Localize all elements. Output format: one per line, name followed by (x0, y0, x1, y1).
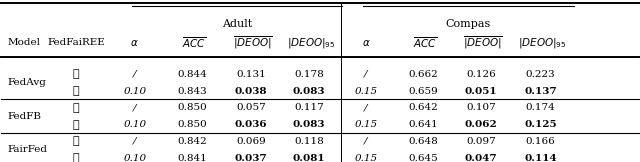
Text: FedFaiREE: FedFaiREE (47, 38, 105, 47)
Text: 0.107: 0.107 (466, 103, 496, 112)
Text: 0.659: 0.659 (408, 87, 438, 96)
Text: 0.641: 0.641 (408, 120, 438, 129)
Text: 0.15: 0.15 (355, 120, 378, 129)
Text: $\overline{ACC}$: $\overline{ACC}$ (413, 35, 437, 50)
Text: FedAvg: FedAvg (7, 78, 46, 87)
Text: Model: Model (7, 38, 40, 47)
Text: $\alpha$: $\alpha$ (362, 38, 371, 48)
Text: 0.126: 0.126 (466, 70, 496, 79)
Text: Compas: Compas (445, 19, 491, 29)
Text: 0.057: 0.057 (236, 103, 266, 112)
Text: 0.036: 0.036 (235, 120, 268, 129)
Text: 0.117: 0.117 (294, 103, 324, 112)
Text: 0.083: 0.083 (293, 120, 325, 129)
Text: $\overline{ACC}$: $\overline{ACC}$ (182, 35, 206, 50)
Text: 0.850: 0.850 (177, 103, 207, 112)
Text: 0.114: 0.114 (524, 154, 557, 162)
Text: /: / (364, 103, 368, 112)
Text: Adult: Adult (222, 19, 252, 29)
Text: 0.843: 0.843 (177, 87, 207, 96)
Text: FedFB: FedFB (7, 112, 41, 121)
Text: 0.081: 0.081 (293, 154, 326, 162)
Text: 0.10: 0.10 (124, 120, 147, 129)
Text: ✓: ✓ (73, 153, 79, 162)
Text: 0.842: 0.842 (177, 137, 207, 146)
Text: /: / (133, 103, 136, 112)
Text: FairFed: FairFed (7, 145, 47, 154)
Text: 0.662: 0.662 (408, 70, 438, 79)
Text: 0.10: 0.10 (124, 154, 147, 162)
Text: 0.131: 0.131 (236, 70, 266, 79)
Text: 0.841: 0.841 (177, 154, 207, 162)
Text: 0.15: 0.15 (355, 154, 378, 162)
Text: /: / (364, 137, 368, 146)
Text: 0.047: 0.047 (465, 154, 497, 162)
Text: 0.083: 0.083 (293, 87, 325, 96)
Text: ✓: ✓ (73, 86, 79, 96)
Text: 0.223: 0.223 (525, 70, 555, 79)
Text: $|DEOO|_{95}$: $|DEOO|_{95}$ (518, 36, 566, 50)
Text: 0.118: 0.118 (294, 137, 324, 146)
Text: /: / (133, 137, 136, 146)
Text: $\overline{|DEOO|}$: $\overline{|DEOO|}$ (463, 34, 503, 51)
Text: ✗: ✗ (73, 103, 79, 113)
Text: 0.069: 0.069 (236, 137, 266, 146)
Text: 0.051: 0.051 (465, 87, 497, 96)
Text: /: / (133, 70, 136, 79)
Text: 0.166: 0.166 (525, 137, 555, 146)
Text: 0.178: 0.178 (294, 70, 324, 79)
Text: 0.097: 0.097 (466, 137, 496, 146)
Text: 0.038: 0.038 (235, 87, 268, 96)
Text: /: / (364, 70, 368, 79)
Text: 0.137: 0.137 (524, 87, 557, 96)
Text: $\overline{|DEOO|}$: $\overline{|DEOO|}$ (233, 34, 273, 51)
Text: ✗: ✗ (73, 69, 79, 79)
Text: 0.125: 0.125 (524, 120, 557, 129)
Text: 0.844: 0.844 (177, 70, 207, 79)
Text: $|DEOO|_{95}$: $|DEOO|_{95}$ (287, 36, 335, 50)
Text: ✓: ✓ (73, 120, 79, 130)
Text: ✗: ✗ (73, 136, 79, 146)
Text: 0.850: 0.850 (177, 120, 207, 129)
Text: 0.642: 0.642 (408, 103, 438, 112)
Text: 0.15: 0.15 (355, 87, 378, 96)
Text: 0.10: 0.10 (124, 87, 147, 96)
Text: 0.645: 0.645 (408, 154, 438, 162)
Text: $\alpha$: $\alpha$ (131, 38, 139, 48)
Text: 0.174: 0.174 (525, 103, 555, 112)
Text: 0.037: 0.037 (235, 154, 268, 162)
Text: 0.648: 0.648 (408, 137, 438, 146)
Text: 0.062: 0.062 (465, 120, 497, 129)
